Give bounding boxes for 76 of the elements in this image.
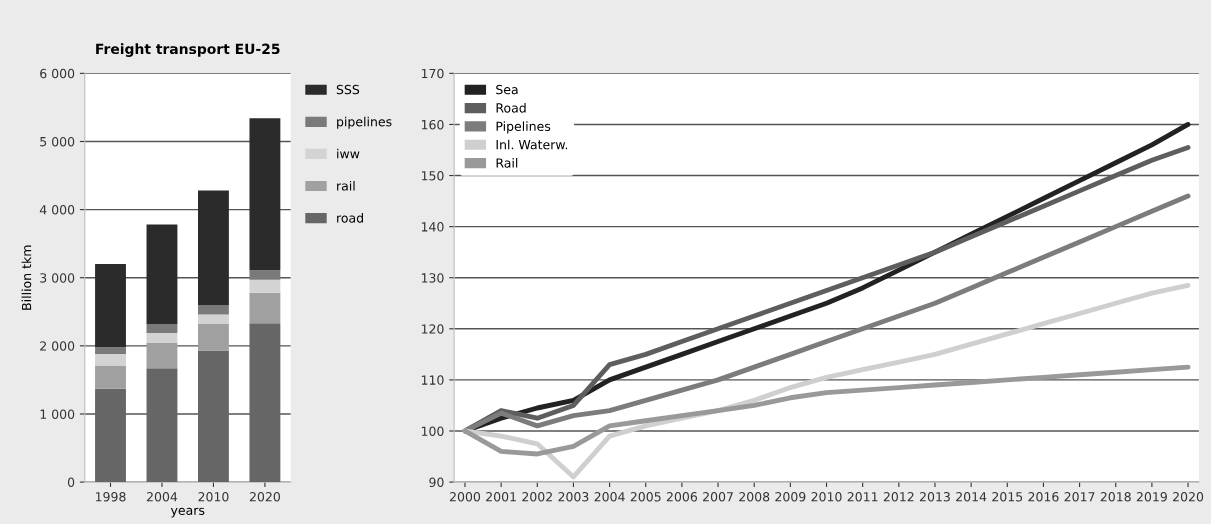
y-tick-label: 120	[421, 324, 444, 334]
y-tick-label: 6 000	[40, 68, 75, 79]
x-axis-title: years	[170, 507, 205, 518]
bar	[95, 354, 126, 366]
legend-label: Road	[496, 102, 526, 113]
bar	[95, 365, 126, 389]
x-tick-label: 2000	[449, 492, 481, 502]
y-tick-label: 4 000	[39, 205, 75, 215]
bar	[198, 304, 229, 315]
x-tick-label: 2018	[1100, 492, 1131, 502]
bar	[198, 314, 229, 325]
x-tick-label: 2013	[919, 492, 950, 502]
chart-title: Freight transport EU-25	[96, 43, 280, 57]
x-tick-label: 1998	[95, 492, 126, 502]
x-tick-label: 2016	[1028, 492, 1059, 502]
bar	[249, 118, 281, 271]
y-tick-label: 2 000	[40, 341, 75, 351]
bar	[249, 292, 281, 324]
legend-label: Inl. Waterw.	[496, 139, 568, 150]
bar	[249, 279, 281, 293]
y-tick-label: 150	[421, 171, 444, 181]
bar	[249, 270, 281, 280]
x-tick-label: 2008	[739, 492, 770, 502]
legend-label: Rail	[496, 158, 518, 168]
y-tick-label: 100	[421, 426, 444, 436]
legend-label: iww	[337, 148, 360, 159]
y-tick-label: 130	[421, 273, 444, 283]
y-axis-title: Billion tkm	[21, 245, 32, 310]
bar	[146, 324, 178, 333]
x-tick-label: 2014	[956, 492, 987, 502]
y-tick-label: 3 000	[40, 273, 75, 283]
bar	[146, 368, 178, 483]
x-tick-label: 2010	[198, 492, 229, 502]
bar	[95, 388, 126, 483]
legend-label: Pipelines	[496, 121, 551, 134]
x-tick-label: 2004	[146, 492, 178, 502]
y-tick-label: 90	[429, 477, 444, 488]
bar	[146, 224, 178, 325]
legend-label: SSS	[336, 84, 360, 95]
y-tick-label: 140	[421, 222, 444, 232]
bar	[146, 332, 178, 344]
x-tick-label: 2003	[558, 492, 589, 502]
x-tick-label: 2002	[522, 492, 552, 502]
bar	[198, 324, 229, 351]
x-tick-label: 2015	[992, 492, 1023, 502]
x-tick-label: 2017	[1064, 492, 1095, 502]
bar	[198, 350, 229, 483]
x-tick-label: 2006	[666, 492, 698, 502]
x-tick-label: 2009	[775, 492, 806, 502]
y-tick-label: 170	[421, 68, 444, 79]
bar	[198, 190, 229, 305]
bar	[249, 323, 281, 483]
legend-label: Sea	[496, 84, 518, 95]
bar	[95, 264, 126, 348]
bar	[146, 343, 178, 369]
y-tick-label: 160	[421, 119, 444, 130]
line-series	[462, 193, 1191, 434]
legend-label: rail	[337, 180, 355, 191]
x-tick-label: 2011	[847, 492, 878, 502]
legend-label: pipelines	[337, 116, 392, 129]
x-tick-label: 2007	[703, 492, 733, 502]
x-tick-label: 2012	[883, 492, 914, 502]
x-tick-label: 2001	[486, 492, 516, 502]
bar	[95, 347, 126, 355]
y-tick-label: 5 000	[40, 136, 75, 147]
legend-label: road	[337, 213, 363, 223]
x-tick-label: 2020	[1173, 492, 1204, 502]
x-tick-label: 2004	[594, 492, 625, 502]
x-tick-label: 2020	[249, 492, 280, 502]
x-tick-label: 2019	[1136, 492, 1167, 502]
x-tick-label: 2010	[811, 492, 842, 502]
y-tick-label: 1 000	[40, 409, 75, 419]
line-series	[462, 364, 1191, 457]
x-tick-label: 2005	[630, 492, 661, 502]
y-tick-label: 110	[421, 375, 444, 385]
y-tick-label: 0	[67, 477, 75, 488]
